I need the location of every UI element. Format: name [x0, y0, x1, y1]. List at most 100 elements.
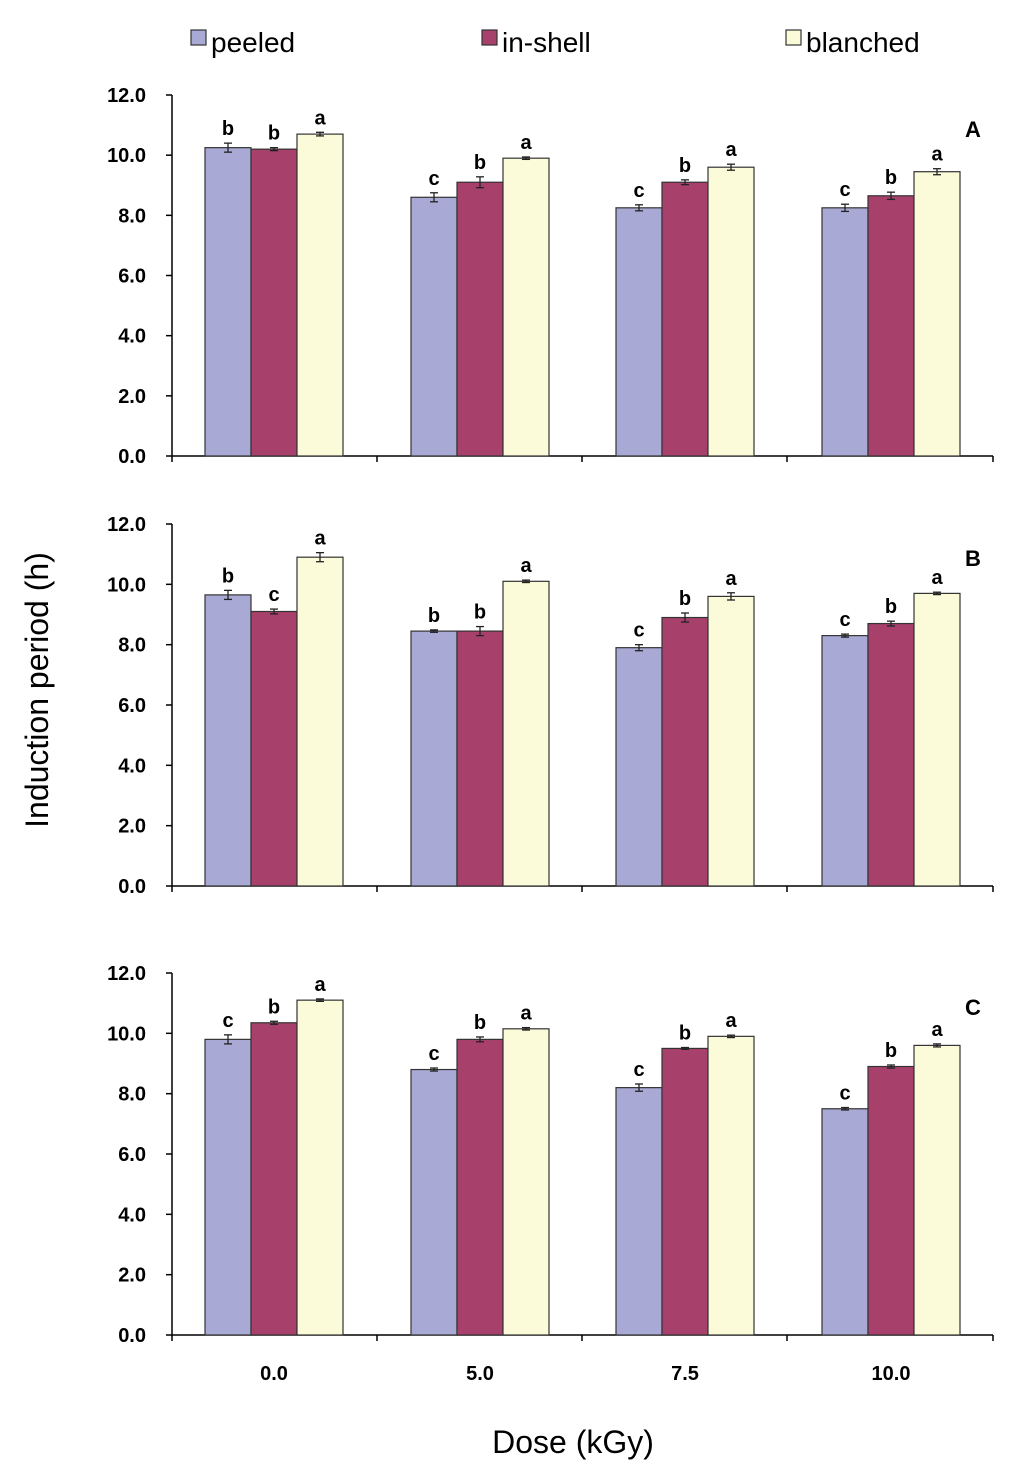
legend-swatch-in-shell: [481, 29, 498, 46]
bar-peeled-0.0: [204, 1038, 252, 1336]
bar-blanched-7.5: [707, 166, 755, 457]
significance-label: b: [679, 155, 691, 177]
bar-in-shell-10.0: [867, 1065, 915, 1336]
bar-peeled-7.5: [615, 647, 663, 887]
significance-label: b: [474, 602, 486, 624]
chart-panels: 0.0 2.0 4.0 6.0 8.0 10.0 12.0 b c c c b b b b a a a a A 0.0 2…: [107, 85, 994, 1385]
y-tick-label: 8.0: [118, 635, 146, 657]
significance-label: b: [885, 596, 897, 618]
significance-label: c: [633, 620, 644, 642]
panel-label-B: B: [965, 546, 981, 571]
significance-label: b: [885, 167, 897, 189]
y-tick-label: 6.0: [118, 1144, 146, 1166]
significance-label: c: [633, 1059, 644, 1081]
legend-label-blanched: blanched: [806, 27, 920, 58]
bar-peeled-5.0: [410, 630, 458, 887]
significance-label: a: [314, 974, 326, 996]
significance-label: b: [474, 1012, 486, 1034]
bar-peeled-5.0: [410, 1068, 458, 1336]
significance-label: b: [428, 605, 440, 627]
bar-in-shell-5.0: [456, 181, 504, 457]
bar-blanched-10.0: [913, 1044, 961, 1336]
y-tick-label: 6.0: [118, 266, 146, 288]
significance-label: b: [474, 152, 486, 174]
legend-swatch-peeled: [190, 29, 207, 46]
bar-blanched-5.0: [502, 157, 550, 457]
panel-label-C: C: [965, 995, 981, 1020]
y-tick-label: 4.0: [118, 326, 146, 348]
chart-legend: peeled in-shell blanched: [190, 27, 920, 58]
bar-blanched-0.0: [296, 999, 344, 1336]
y-tick-label: 4.0: [118, 755, 146, 777]
significance-label: b: [222, 565, 234, 587]
bar-in-shell-10.0: [867, 622, 915, 887]
significance-label: a: [520, 555, 532, 577]
bar-peeled-10.0: [821, 1108, 869, 1336]
y-tick-label: 12.0: [107, 963, 146, 985]
x-tick-label: 7.5: [671, 1363, 699, 1385]
bar-peeled-0.0: [204, 594, 252, 887]
bar-in-shell-0.0: [250, 610, 298, 887]
significance-label: a: [314, 528, 326, 550]
legend-label-peeled: peeled: [211, 27, 295, 58]
significance-label: b: [222, 118, 234, 140]
y-tick-label: 0.0: [118, 1325, 146, 1347]
y-tick-label: 10.0: [107, 574, 146, 596]
legend-swatch-blanched: [785, 29, 802, 46]
y-tick-label: 12.0: [107, 85, 146, 107]
y-tick-label: 10.0: [107, 1023, 146, 1045]
y-tick-label: 0.0: [118, 876, 146, 898]
bar-blanched-7.5: [707, 595, 755, 887]
significance-label: b: [268, 996, 280, 1018]
significance-label: a: [314, 107, 326, 129]
significance-label: b: [268, 123, 280, 145]
bar-blanched-5.0: [502, 580, 550, 887]
bar-peeled-5.0: [410, 196, 458, 457]
significance-label: c: [633, 180, 644, 202]
bar-peeled-0.0: [204, 147, 252, 457]
significance-label: a: [520, 132, 532, 154]
significance-label: a: [725, 139, 737, 161]
y-tick-label: 2.0: [118, 816, 146, 838]
y-tick-label: 4.0: [118, 1204, 146, 1226]
significance-label: c: [839, 609, 850, 631]
bar-blanched-5.0: [502, 1028, 550, 1336]
x-tick-label: 0.0: [260, 1363, 288, 1385]
bar-in-shell-5.0: [456, 1038, 504, 1336]
bar-in-shell-7.5: [661, 1047, 709, 1336]
y-tick-label: 2.0: [118, 1265, 146, 1287]
bar-blanched-10.0: [913, 592, 961, 887]
significance-label: a: [520, 1003, 532, 1025]
bar-peeled-7.5: [615, 207, 663, 457]
bar-blanched-0.0: [296, 556, 344, 887]
significance-label: b: [679, 588, 691, 610]
bar-in-shell-5.0: [456, 630, 504, 887]
panel-label-A: A: [965, 117, 981, 142]
bar-in-shell-0.0: [250, 1022, 298, 1336]
y-tick-label: 6.0: [118, 695, 146, 717]
bar-blanched-0.0: [296, 133, 344, 457]
bar-in-shell-10.0: [867, 195, 915, 457]
bar-peeled-10.0: [821, 207, 869, 457]
y-tick-label: 2.0: [118, 386, 146, 408]
legend-label-in-shell: in-shell: [502, 27, 591, 58]
x-tick-label: 5.0: [466, 1363, 494, 1385]
significance-label: c: [839, 1083, 850, 1105]
y-tick-label: 8.0: [118, 1084, 146, 1106]
significance-label: c: [268, 584, 279, 606]
bar-blanched-10.0: [913, 171, 961, 457]
x-axis-title: Dose (kGy): [492, 1424, 654, 1460]
bar-in-shell-0.0: [250, 148, 298, 457]
significance-label: c: [428, 168, 439, 190]
significance-label: c: [839, 179, 850, 201]
bar-in-shell-7.5: [661, 616, 709, 887]
bar-peeled-7.5: [615, 1087, 663, 1336]
significance-label: a: [931, 1019, 943, 1041]
significance-label: a: [725, 568, 737, 590]
significance-label: b: [679, 1023, 691, 1045]
significance-label: a: [725, 1010, 737, 1032]
significance-label: b: [885, 1040, 897, 1062]
bar-in-shell-7.5: [661, 181, 709, 457]
bar-peeled-10.0: [821, 635, 869, 887]
